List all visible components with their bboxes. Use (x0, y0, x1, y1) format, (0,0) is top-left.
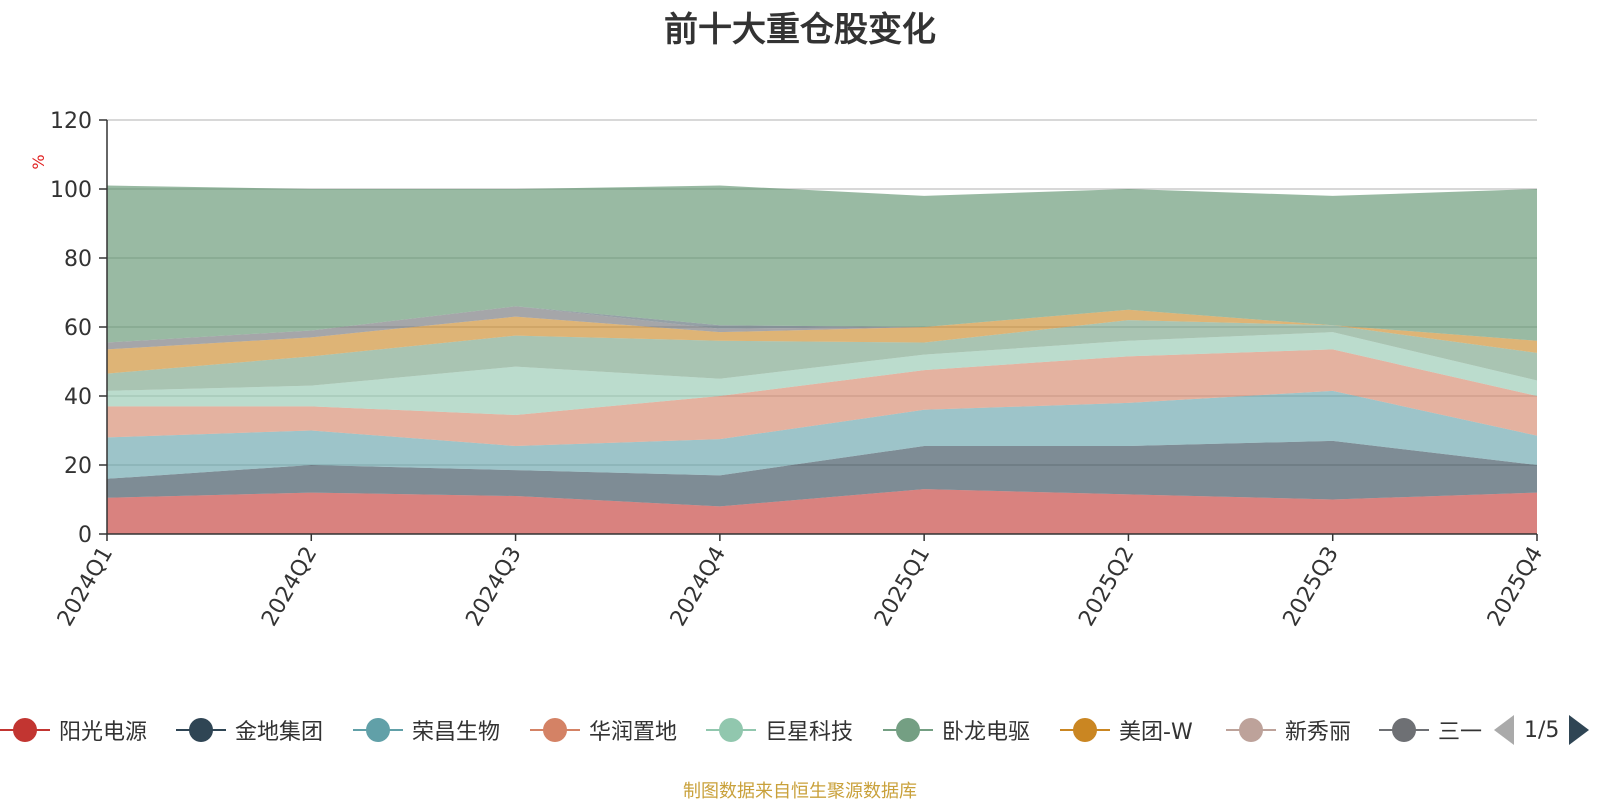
legend-label: 金地集团 (235, 720, 324, 745)
legend-pager: 1/5 (1494, 713, 1590, 747)
x-tick-label: 2024Q3 (461, 543, 526, 631)
legend-label: 巨星科技 (765, 720, 854, 745)
y-axis-title: % (29, 154, 48, 169)
next-page-icon[interactable] (1569, 715, 1590, 745)
x-tick-label: 2024Q1 (53, 543, 118, 631)
legend-label: 荣昌生物 (412, 720, 501, 745)
legend-item-greatstar[interactable]: 巨星科技 (706, 713, 853, 747)
chart-title: 前十大重仓股变化 (664, 10, 936, 50)
legend-marker-icon (530, 713, 580, 747)
legend-label: 三一 (1438, 720, 1483, 745)
legend-item-samsonite[interactable]: 新秀丽 (1226, 713, 1351, 747)
legend-item-sungrow[interactable]: 阳光电源 (0, 713, 147, 747)
legend-label: 卧龙电驱 (942, 720, 1031, 745)
legend-marker-icon (0, 713, 50, 747)
area-series[interactable] (107, 320, 1537, 391)
y-tick-label: 80 (64, 247, 92, 272)
area-series[interactable] (107, 349, 1537, 447)
x-tick-label: 2024Q2 (257, 543, 322, 631)
legend-item-cr-land[interactable]: 华润置地 (530, 713, 677, 747)
area-series[interactable] (107, 390, 1537, 479)
area-series[interactable] (107, 185, 1537, 343)
legend-item-remegen[interactable]: 荣昌生物 (353, 713, 500, 747)
x-tick-label: 2025Q1 (870, 543, 935, 631)
legend-item-sany[interactable]: 三一 (1379, 713, 1482, 747)
legend-label: 新秀丽 (1285, 720, 1352, 745)
y-tick-label: 20 (64, 454, 92, 479)
area-series[interactable] (107, 332, 1537, 415)
legend-item-gemdale[interactable]: 金地集团 (176, 713, 323, 747)
legend-marker-icon (1226, 713, 1276, 747)
legend-item-wolong[interactable]: 卧龙电驱 (883, 713, 1030, 747)
legend-label: 美团-W (1119, 720, 1193, 745)
x-tick-label: 2024Q4 (666, 543, 731, 631)
legend-marker-icon (1060, 713, 1110, 747)
legend-label: 阳光电源 (59, 720, 148, 745)
legend-page-indicator: 1/5 (1524, 717, 1560, 743)
y-tick-label: 120 (50, 109, 92, 134)
legend-marker-icon (706, 713, 756, 747)
legend-marker-icon (176, 713, 226, 747)
x-tick-label: 2025Q3 (1279, 543, 1344, 631)
y-tick-label: 40 (64, 385, 92, 410)
area-series[interactable] (107, 309, 1537, 374)
legend-marker-icon (883, 713, 933, 747)
stacked-area-chart: 0 20 40 60 80 100 120 2024Q1 2024Q2 2024Q3 2024Q4 2… (29, 109, 1548, 631)
area-series[interactable] (107, 489, 1537, 534)
y-tick-label: 100 (50, 178, 92, 203)
x-tick-label: 2025Q2 (1074, 543, 1139, 631)
y-tick-label: 0 (78, 523, 92, 548)
legend-item-meituan[interactable]: 美团-W (1060, 713, 1193, 747)
x-tick-label: 2025Q4 (1483, 543, 1548, 631)
area-series[interactable] (107, 306, 1537, 350)
legend-label: 华润置地 (589, 720, 678, 745)
legend-marker-icon (353, 713, 403, 747)
area-series[interactable] (107, 440, 1537, 507)
legend-marker-icon (1379, 713, 1429, 747)
data-source-note: 制图数据来自恒生聚源数据库 (683, 781, 917, 802)
y-tick-label: 60 (64, 316, 92, 341)
prev-page-icon[interactable] (1494, 715, 1514, 745)
legend: 阳光电源 金地集团 荣昌生物 华润置地 巨星科技 卧龙电驱 美团-W (0, 713, 1600, 753)
